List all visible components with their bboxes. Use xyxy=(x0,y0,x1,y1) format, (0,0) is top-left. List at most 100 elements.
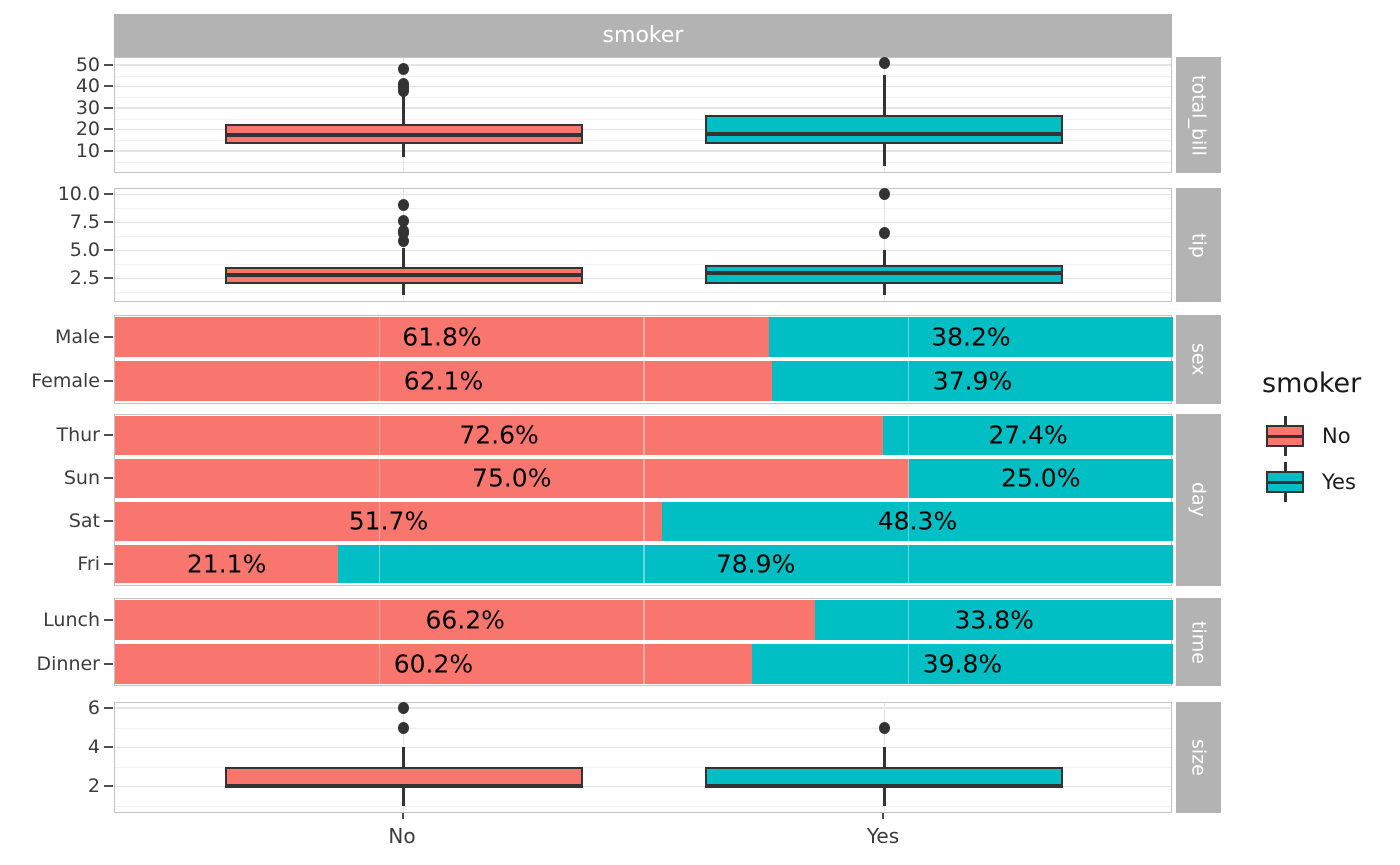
bar-segment-no xyxy=(115,501,662,541)
gridline-vertical-overlay xyxy=(907,415,910,585)
category-label: Sat xyxy=(68,510,100,533)
boxplot-box xyxy=(705,114,1064,144)
gridline-major xyxy=(115,785,1171,788)
y-tick-label: 7.5 xyxy=(69,211,100,234)
category-label: Female xyxy=(31,370,100,393)
percent-label-no: 51.7% xyxy=(348,506,429,536)
gridline-minor xyxy=(115,806,1171,808)
panel-tip xyxy=(114,188,1172,302)
y-tick-mark xyxy=(104,380,113,383)
gridline-vertical-overlay xyxy=(378,599,381,685)
panel-day: 72.6% 27.4% 75.0% 25.0% 51.7% 48.3% 21.1% 78.9% xyxy=(114,414,1173,586)
boxplot-median xyxy=(224,132,583,137)
y-tick-mark xyxy=(104,563,113,566)
gridline-major xyxy=(115,150,1171,152)
gridline-major xyxy=(115,107,1171,109)
bar-segment-no xyxy=(115,416,884,455)
gridline-major xyxy=(115,193,1171,196)
legend-title: smoker xyxy=(1262,368,1362,399)
boxplot-median xyxy=(224,273,583,278)
y-tick-label: 30 xyxy=(75,96,100,119)
x-tick-mark xyxy=(882,813,885,819)
gridline-minor xyxy=(115,161,1171,163)
facet-strip-label-day: day xyxy=(1187,482,1210,518)
bar-segment-no xyxy=(115,458,909,498)
percent-label-no: 60.2% xyxy=(393,649,474,679)
y-tick-mark xyxy=(104,746,113,749)
y-tick-mark xyxy=(104,619,113,621)
gridline-vertical xyxy=(883,189,886,301)
y-tick-mark xyxy=(104,336,113,339)
legend-whisker-bottom xyxy=(1283,493,1287,502)
percent-label-yes: 25.0% xyxy=(1001,463,1081,493)
percent-label-yes: 37.9% xyxy=(932,366,1013,396)
gridline-minor xyxy=(115,264,1171,266)
facet-strip-day: day xyxy=(1176,414,1221,586)
bar-segment-yes xyxy=(772,361,1173,402)
y-tick-mark xyxy=(104,277,113,280)
y-tick-label: 10 xyxy=(75,139,100,162)
bar-segment-no xyxy=(115,644,752,684)
legend-median-line xyxy=(1266,480,1304,484)
gridline-vertical-overlay xyxy=(643,599,645,685)
facet-strip-label-time: time xyxy=(1187,620,1210,664)
gridline-minor xyxy=(115,727,1171,729)
bar-segment-yes xyxy=(338,544,1173,584)
y-tick-mark xyxy=(104,85,113,88)
outlier-dot xyxy=(398,62,410,75)
percent-label-yes: 78.9% xyxy=(715,549,796,579)
gridline-minor xyxy=(115,118,1171,120)
bar-segment-no xyxy=(115,317,769,358)
outlier-dot xyxy=(398,721,410,734)
y-tick-label: 5.0 xyxy=(69,239,100,262)
y-tick-mark xyxy=(104,434,113,437)
percent-label-yes: 48.3% xyxy=(877,506,958,536)
bar-segment-no xyxy=(115,600,816,640)
facet-strip-label-size: size xyxy=(1187,739,1210,776)
outlier-dot xyxy=(398,701,410,714)
category-label: Fri xyxy=(77,553,100,576)
y-tick-mark xyxy=(104,193,113,196)
boxplot-median xyxy=(705,784,1064,789)
gridline-major xyxy=(115,64,1171,66)
category-label: Male xyxy=(54,326,100,349)
category-label: Dinner xyxy=(36,653,101,675)
facet-strip-time: time xyxy=(1176,598,1221,686)
y-tick-mark xyxy=(104,785,113,788)
bar-segment-yes xyxy=(768,317,1173,358)
gridline-vertical-overlay xyxy=(378,415,381,585)
outlier-dot xyxy=(398,199,410,212)
panel-size xyxy=(114,701,1172,813)
y-tick-mark xyxy=(104,63,113,66)
y-tick-label: 20 xyxy=(75,118,100,141)
y-tick-mark xyxy=(104,706,113,709)
boxplot-median xyxy=(705,131,1064,136)
outlier-dot xyxy=(878,57,890,70)
percent-label-no: 61.8% xyxy=(402,322,482,352)
y-tick-mark xyxy=(104,477,113,480)
y-tick-label: 10.0 xyxy=(57,183,100,206)
y-tick-label: 2.5 xyxy=(69,267,100,290)
legend-boxplot-icon xyxy=(1266,414,1304,458)
y-tick-mark xyxy=(104,106,113,109)
gridline-vertical-overlay xyxy=(378,316,381,403)
y-tick-label: 4 xyxy=(87,736,100,759)
outlier-dot xyxy=(398,77,410,90)
outlier-dot xyxy=(878,721,890,734)
percent-label-no: 75.0% xyxy=(472,463,552,493)
gridline-minor xyxy=(115,208,1171,210)
bar-segment-no xyxy=(115,361,773,402)
facet-strip-label-total_bill: total_bill xyxy=(1187,74,1210,156)
boxplot-median xyxy=(705,270,1064,275)
facet-strip-size: size xyxy=(1176,702,1221,813)
outlier-dot xyxy=(398,234,410,247)
x-axis-label-yes: Yes xyxy=(866,824,900,848)
gridline-vertical-overlay xyxy=(643,316,645,403)
gridline-minor xyxy=(115,292,1171,294)
outlier-dot xyxy=(398,215,410,228)
gridline-major xyxy=(115,707,1171,709)
gridline-minor xyxy=(115,236,1171,238)
gridline-major xyxy=(115,249,1171,252)
facet-strip-total_bill: total_bill xyxy=(1176,57,1221,173)
y-tick-mark xyxy=(104,520,113,523)
